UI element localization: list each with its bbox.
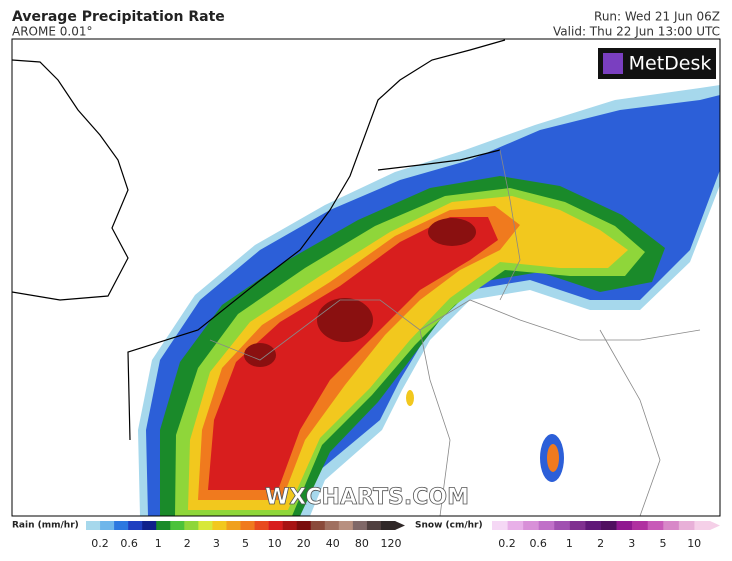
colorbar-tick-label: 2 [184, 537, 191, 550]
color-swatch [212, 521, 227, 530]
logo: MetDesk [629, 53, 712, 75]
color-swatch [114, 521, 129, 530]
color-swatch [100, 521, 115, 530]
color-swatch [296, 521, 312, 530]
colorbar-tick-label: 0.6 [529, 537, 547, 550]
color-swatch [632, 521, 649, 530]
snow-colorbar: 0.2 0.6 1 2 3 5 10 [492, 521, 720, 550]
colorbar-tick-label: 1 [566, 537, 573, 550]
color-swatch [585, 521, 602, 530]
colorbar-tick-label: 5 [242, 537, 249, 550]
color-swatch [523, 521, 540, 530]
color-swatch [569, 521, 586, 530]
snow-legend-label: Snow (cm/hr) [415, 521, 483, 531]
color-swatch [198, 521, 213, 530]
color-swatch [310, 521, 326, 530]
colorbar-tick-label: 120 [381, 537, 402, 550]
color-swatch [601, 521, 617, 530]
color-swatch [156, 521, 171, 530]
color-swatch [616, 521, 633, 530]
color-swatch [86, 521, 101, 530]
color-swatch [380, 521, 396, 530]
colorbar-tick-label: 3 [213, 537, 220, 550]
color-swatch [647, 521, 664, 530]
colorbar-tick-label: 40 [326, 537, 340, 550]
color-swatch [170, 521, 185, 530]
colorbar-tick-label: 5 [660, 537, 667, 550]
color-swatch [694, 521, 711, 530]
color-swatch [128, 521, 143, 530]
colorbar-tick-label: 3 [628, 537, 635, 550]
color-swatch [366, 521, 382, 530]
color-swatch [184, 521, 199, 530]
color-swatch [663, 521, 680, 530]
rain-colorbar: 0.2 0.6 1 2 3 5 10 20 40 80 120 [86, 521, 405, 550]
colorbar-tick-label: 2 [597, 537, 604, 550]
color-swatch [324, 521, 340, 530]
colorbar-tick-label: 80 [355, 537, 369, 550]
colorbar-tick-label: 0.2 [498, 537, 516, 550]
colorbar-tick-label: 0.6 [120, 537, 138, 550]
colorbar-tick-label: 0.2 [91, 537, 109, 550]
color-swatch [492, 521, 508, 530]
colorbar-arrow [710, 521, 720, 530]
color-swatch [226, 521, 241, 530]
color-swatch [254, 521, 269, 530]
run-time: Run: Wed 21 Jun 06Z [594, 10, 720, 24]
colorbar-arrow [395, 521, 405, 530]
color-swatch [507, 521, 524, 530]
color-swatch [240, 521, 255, 530]
color-swatch [142, 521, 157, 530]
color-swatch [338, 521, 354, 530]
colorbar-tick-label: 10 [268, 537, 282, 550]
color-swatch [268, 521, 283, 530]
color-swatch [352, 521, 368, 530]
color-swatch [678, 521, 695, 530]
color-swatch [282, 521, 297, 530]
colorbar-tick-label: 10 [687, 537, 701, 550]
rain-legend-label: Rain (mm/hr) [12, 521, 79, 531]
color-swatch [538, 521, 555, 530]
map: WXCHARTS.COM [12, 39, 720, 516]
color-swatch [554, 521, 571, 530]
title: Average Precipitation Rate [12, 9, 225, 25]
colorbar-tick-label: 20 [297, 537, 311, 550]
valid-time: Valid: Thu 22 Jun 13:00 UTC [553, 25, 720, 39]
watermark: WXCHARTS.COM [265, 485, 469, 510]
colorbar-tick-label: 1 [155, 537, 162, 550]
subtitle: AROME 0.01° [12, 25, 92, 39]
